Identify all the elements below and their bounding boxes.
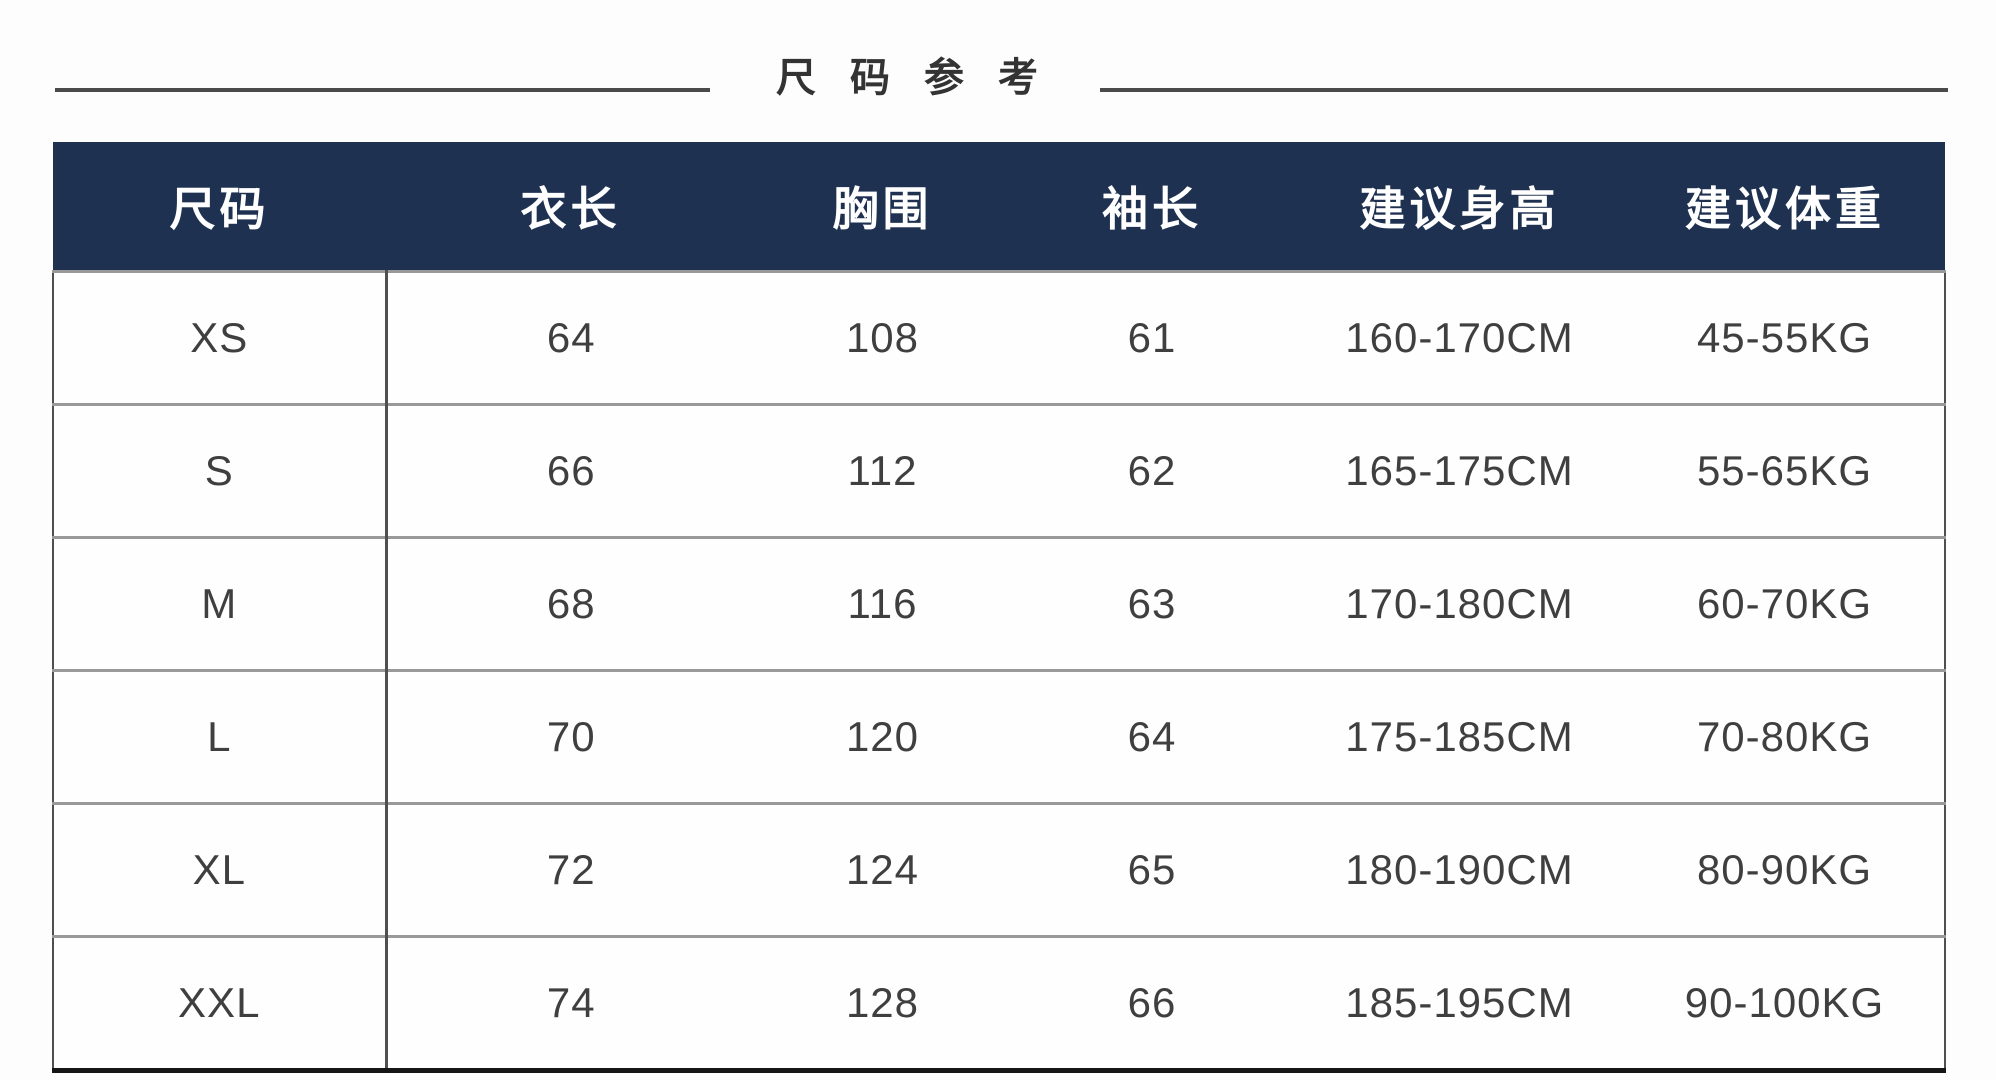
sleeve-cell: 61 <box>1010 270 1294 405</box>
size-cell: XS <box>52 270 388 405</box>
chest-cell: 120 <box>755 669 1010 804</box>
height-cell: 175-185CM <box>1294 669 1625 804</box>
chest-cell: 128 <box>755 935 1010 1071</box>
length-cell: 68 <box>386 536 755 671</box>
length-cell: 74 <box>386 935 755 1071</box>
size-cell: S <box>52 403 388 538</box>
size-cell: L <box>52 669 388 804</box>
title-left-rule <box>55 88 710 92</box>
table-row-xxl: XXL 74 128 66 185-195CM 90-100KG <box>52 935 1946 1071</box>
weight-cell: 80-90KG <box>1625 802 1946 937</box>
height-cell: 185-195CM <box>1294 935 1625 1071</box>
height-cell: 165-175CM <box>1294 403 1625 538</box>
chest-cell: 116 <box>755 536 1010 671</box>
weight-cell: 90-100KG <box>1625 935 1946 1071</box>
table-row-m: M 68 116 63 170-180CM 60-70KG <box>52 536 1946 671</box>
page-title: 尺码参考 <box>776 56 1072 100</box>
table-row-xs: XS 64 108 61 160-170CM 45-55KG <box>52 270 1946 405</box>
size-cell: XL <box>52 802 388 937</box>
title-row: 尺码参考 <box>55 36 1948 100</box>
chest-cell: 112 <box>755 403 1010 538</box>
header-height: 建议身高 <box>1294 142 1625 272</box>
header-size: 尺码 <box>53 142 386 272</box>
length-cell: 70 <box>386 669 755 804</box>
height-cell: 160-170CM <box>1294 270 1625 405</box>
length-cell: 72 <box>386 802 755 937</box>
header-chest: 胸围 <box>755 142 1010 272</box>
title-right-rule <box>1100 88 1948 92</box>
chest-cell: 108 <box>755 270 1010 405</box>
weight-cell: 60-70KG <box>1625 536 1946 671</box>
table-row-xl: XL 72 124 65 180-190CM 80-90KG <box>52 802 1946 937</box>
sleeve-cell: 62 <box>1010 403 1294 538</box>
chest-cell: 124 <box>755 802 1010 937</box>
sleeve-cell: 65 <box>1010 802 1294 937</box>
table-row-s: S 66 112 62 165-175CM 55-65KG <box>52 403 1946 538</box>
height-cell: 170-180CM <box>1294 536 1625 671</box>
weight-cell: 70-80KG <box>1625 669 1946 804</box>
size-cell: M <box>52 536 388 671</box>
table-row-l: L 70 120 64 175-185CM 70-80KG <box>52 669 1946 804</box>
header-length: 衣长 <box>386 142 755 272</box>
length-cell: 64 <box>386 270 755 405</box>
weight-cell: 55-65KG <box>1625 403 1946 538</box>
header-weight: 建议体重 <box>1625 142 1945 272</box>
sleeve-cell: 66 <box>1010 935 1294 1071</box>
header-row: 尺码 衣长 胸围 袖长 建议身高 建议体重 <box>53 142 1945 272</box>
size-cell: XXL <box>52 935 388 1071</box>
size-table: 尺码 衣长 胸围 袖长 建议身高 建议体重 XS 64 108 61 160-1… <box>52 142 1946 1073</box>
sleeve-cell: 63 <box>1010 536 1294 671</box>
weight-cell: 45-55KG <box>1625 270 1946 405</box>
height-cell: 180-190CM <box>1294 802 1625 937</box>
length-cell: 66 <box>386 403 755 538</box>
sleeve-cell: 64 <box>1010 669 1294 804</box>
header-sleeve: 袖长 <box>1010 142 1294 272</box>
